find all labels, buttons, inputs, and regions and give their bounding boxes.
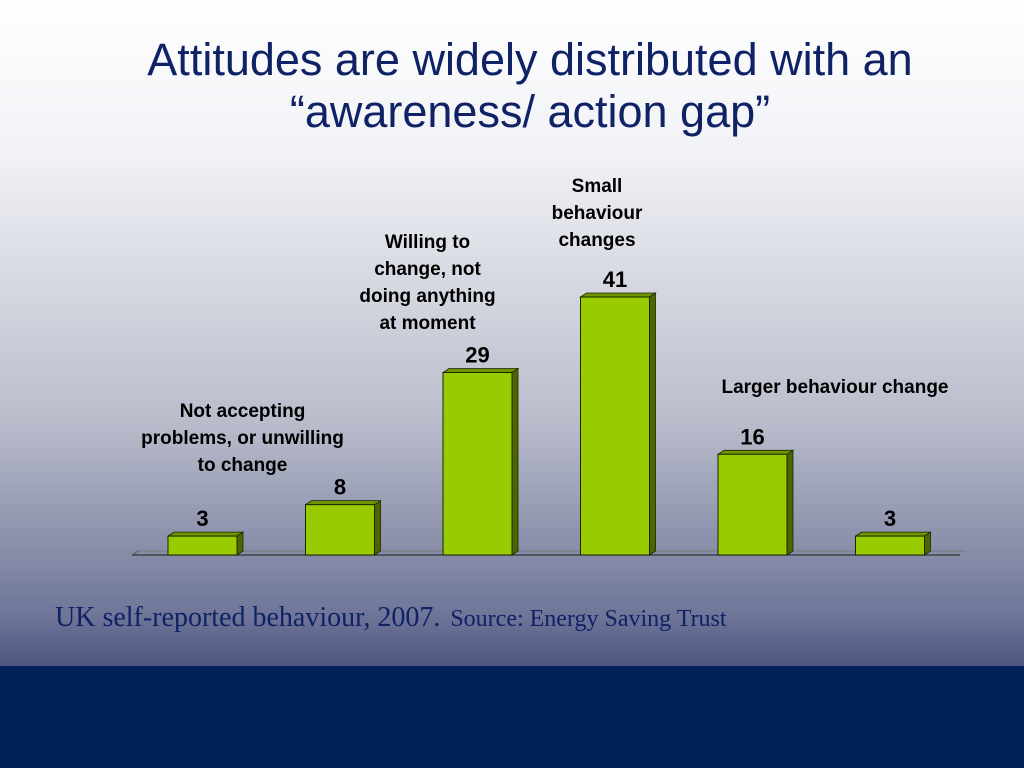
bar-front-face <box>717 453 788 556</box>
bar-top-face <box>716 449 795 455</box>
bar <box>166 531 245 556</box>
bar-front-face <box>855 535 925 556</box>
bar-side-face <box>511 367 519 556</box>
bar-top-face <box>304 500 382 506</box>
bar <box>579 292 657 556</box>
bar-top-face <box>854 531 932 537</box>
title-line-2: “awareness/ action gap” <box>289 86 771 137</box>
chart-caption: UK self-reported behaviour, 2007. Source… <box>55 602 727 634</box>
caption-main: UK self-reported behaviour, 2007. <box>55 602 441 633</box>
title-line-1: Attitudes are widely distributed with an <box>147 34 913 85</box>
bar-front-face <box>305 504 375 556</box>
annotation-larger-behaviour-change: Larger behaviour change <box>721 377 949 398</box>
bar-top-face <box>441 368 520 373</box>
bar-value-label: 16 <box>740 424 764 449</box>
bar <box>716 449 795 556</box>
bar-top-face <box>166 531 245 537</box>
bar-chart: 3 8 29 41 16 3 <box>131 267 966 556</box>
bar <box>304 499 382 556</box>
caption-source: Source: Energy Saving Trust <box>450 606 727 632</box>
bar-value-label: 3 <box>196 506 208 531</box>
bar-value-label: 29 <box>465 343 489 368</box>
bar-side-face <box>374 499 381 556</box>
bar-front-face <box>442 372 513 556</box>
bar-value-label: 41 <box>603 267 627 292</box>
slide-title: Attitudes are widely distributed with an… <box>60 34 1000 138</box>
annotation-not-accepting: Not accepting problems, or unwilling to … <box>141 401 344 476</box>
bar <box>854 531 932 556</box>
bar <box>441 367 520 556</box>
annotation-small-behaviour-changes: Small behaviour changes <box>551 176 643 251</box>
footer-band <box>0 666 1024 768</box>
chart-floor-edge-left <box>131 550 139 556</box>
bar-top-face <box>579 292 657 298</box>
bar-side-face <box>786 449 794 556</box>
bar-value-label: 3 <box>884 506 896 531</box>
bar-value-label: 8 <box>334 475 346 500</box>
bar-front-face <box>167 535 238 556</box>
annotation-willing-to-change: Willing to change, not doing anything at… <box>359 232 496 334</box>
bar-side-face <box>649 292 656 556</box>
bar-front-face <box>580 296 650 556</box>
